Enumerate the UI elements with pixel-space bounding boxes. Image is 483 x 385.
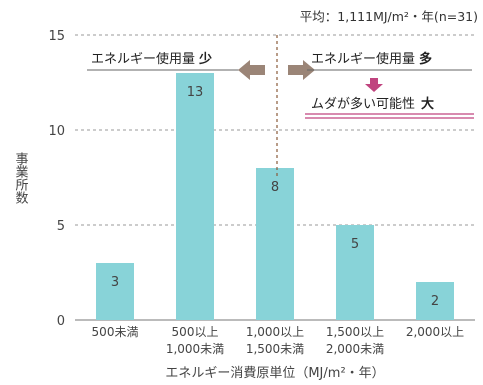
x-tick-label: 1,500未満 [246,342,304,356]
right-annotation: エネルギー使用量多 [307,51,472,71]
left-annotation: エネルギー使用量少 [87,51,248,71]
bars: 3 13 8 5 2 [96,73,454,320]
x-tick-label: 1,500以上 [326,325,384,339]
bar-value-label: 13 [187,85,204,100]
bar [336,225,374,320]
bar-value-label: 5 [351,237,359,252]
bar [256,168,294,320]
x-tick-label: 500以上 [172,325,219,339]
bar-value-label: 3 [111,275,119,290]
x-tick-labels: 500未満 500以上 1,000未満 1,000以上 1,500未満 1,500以上 2,… [92,325,465,356]
arrow-left-icon [238,60,265,80]
bar-value-label: 2 [431,294,439,309]
x-tick-label: 2,000未満 [326,342,384,356]
bar [176,73,214,320]
x-tick-label: 500未満 [92,325,139,339]
x-tick-label: 1,000以上 [246,325,304,339]
bar [96,263,134,320]
arrow-down-icon [365,78,383,92]
y-tick-label: 0 [57,314,65,329]
x-tick-label: 1,000未満 [166,342,224,356]
right-annotation-label: エネルギー使用量多 [311,51,432,67]
y-axis-label: 事業所数 [13,152,29,204]
waste-annotation: ムダが多い可能性大 [305,96,474,119]
y-tick-labels: 0 5 10 15 [48,29,65,329]
x-tick-label: 2,000以上 [406,325,464,339]
average-note: 平均：1,111MJ/m²・年(n=31) [300,9,478,24]
y-tick-label: 15 [48,29,65,44]
bar [416,282,454,320]
y-tick-label: 5 [57,219,65,234]
y-tick-label: 10 [48,124,65,139]
left-annotation-label: エネルギー使用量少 [91,51,212,67]
bar-value-label: 8 [271,180,279,195]
x-axis-label: エネルギー消費原単位（MJ/m²・年） [165,365,384,381]
waste-annotation-label: ムダが多い可能性大 [311,96,434,112]
arrow-right-icon [288,60,315,80]
